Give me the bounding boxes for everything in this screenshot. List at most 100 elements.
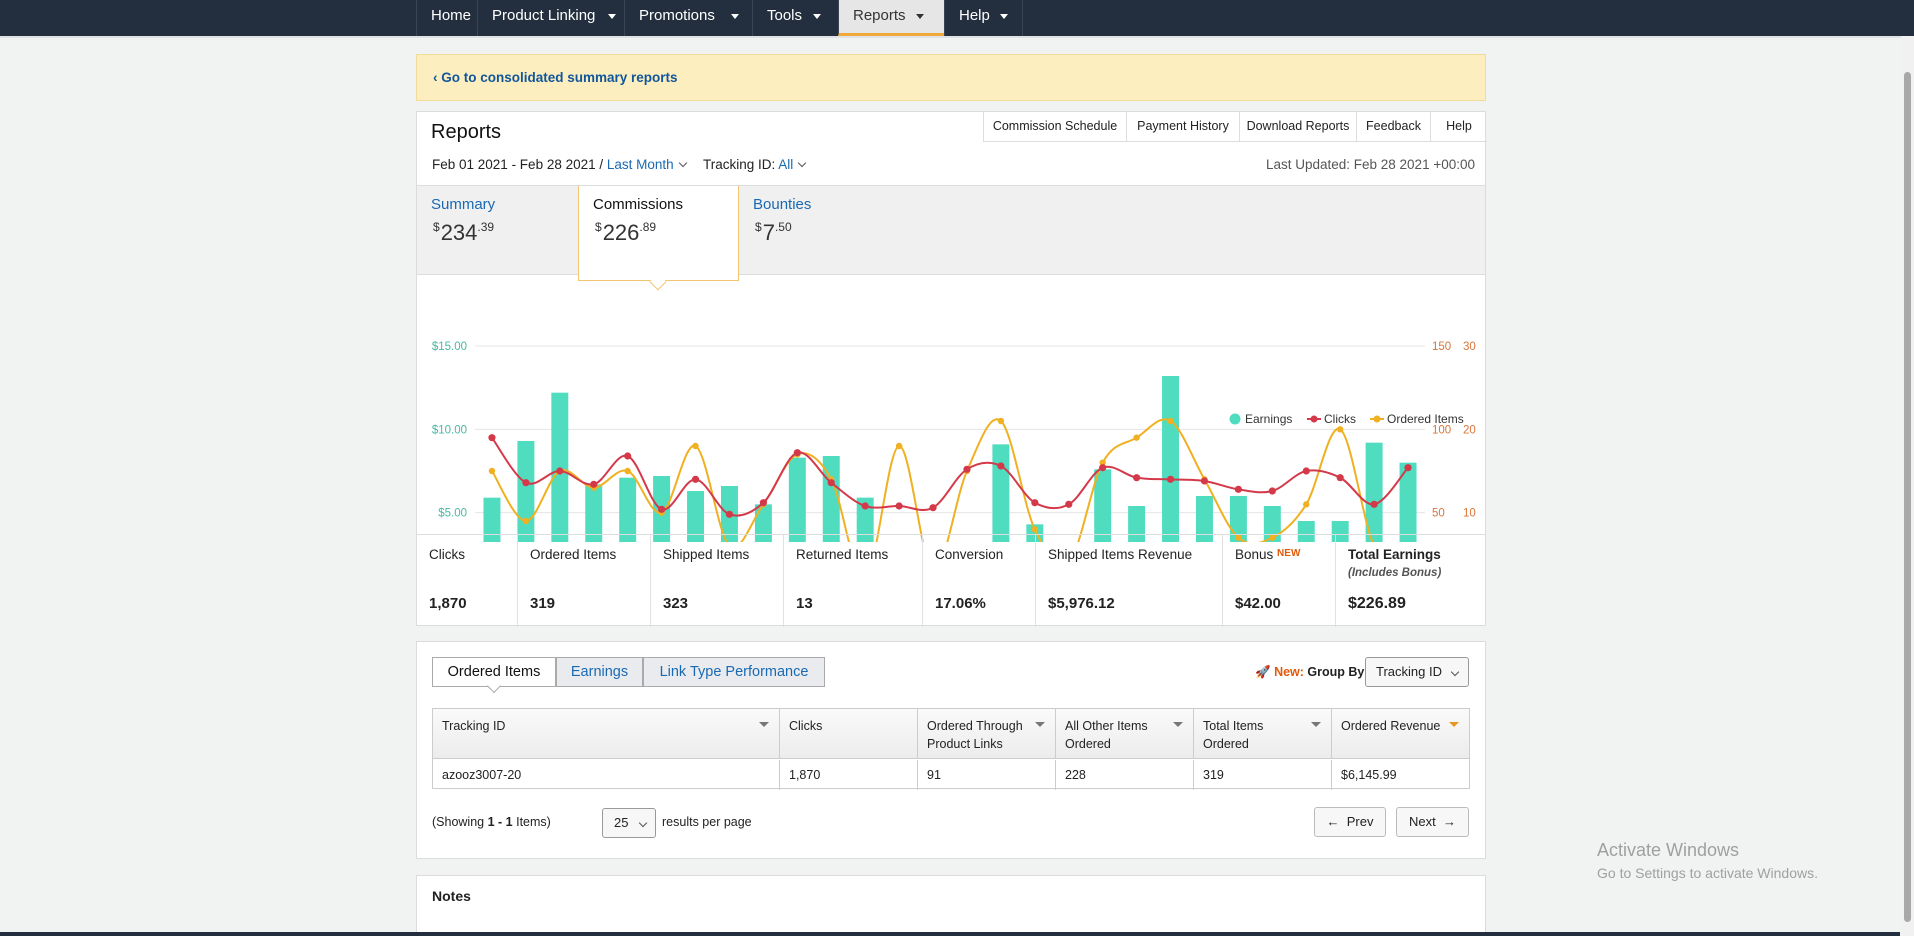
- period-label: Last Month: [606, 157, 674, 172]
- ordered-items-point: [895, 442, 903, 450]
- amount-whole: 7: [762, 220, 775, 245]
- col-ordered-through[interactable]: Ordered Through Product Links: [917, 709, 1055, 759]
- activate-windows-subtitle: Go to Settings to activate Windows.: [1597, 865, 1818, 881]
- download-reports-link[interactable]: Download Reports: [1239, 112, 1356, 142]
- showing-prefix: (Showing: [432, 815, 485, 829]
- clicks-point: [759, 499, 767, 507]
- help-link[interactable]: Help: [1430, 112, 1487, 142]
- earnings-tabs: Summary $234.39 Commissions $226.89 Boun…: [417, 185, 1485, 291]
- earnings-bar: [992, 444, 1010, 542]
- tracking-id-link[interactable]: azooz3007-20: [442, 768, 522, 782]
- tab-summary[interactable]: Summary $234.39: [417, 186, 578, 276]
- clicks-point: [1031, 499, 1039, 507]
- payment-history-link[interactable]: Payment History: [1126, 112, 1239, 142]
- clicks-point: [1268, 487, 1276, 495]
- legend-marker: [1229, 413, 1241, 425]
- clicks-point: [793, 449, 801, 457]
- legend-marker: [1373, 415, 1381, 423]
- nav-promotions[interactable]: Promotions: [624, 0, 752, 36]
- amount-cents: .50: [774, 220, 792, 234]
- nav-product-linking[interactable]: Product Linking: [477, 0, 624, 36]
- stat-shipped-revenue: Shipped Items Revenue $5,976.12: [1035, 535, 1222, 627]
- col-clicks[interactable]: Clicks: [779, 709, 917, 759]
- scrollbar-thumb[interactable]: [1904, 72, 1911, 922]
- tab-commissions[interactable]: Commissions $226.89: [578, 186, 739, 291]
- clicks-point: [691, 475, 700, 483]
- stat-label: Bonus NEW: [1235, 547, 1300, 562]
- stat-label: Returned Items: [796, 547, 889, 562]
- feedback-link[interactable]: Feedback: [1356, 112, 1430, 142]
- tab-bounties[interactable]: Bounties $7.50: [739, 186, 900, 276]
- clicks-point: [590, 480, 598, 488]
- ordered-items-point: [488, 467, 496, 475]
- tab-bounties-label: Bounties: [753, 196, 812, 213]
- y-axis-left-tick: $5.00: [438, 508, 467, 520]
- details-panel: Ordered Items Earnings Link Type Perform…: [416, 641, 1486, 859]
- tab-link-type-performance[interactable]: Link Type Performance: [643, 657, 825, 687]
- tracking-id-select[interactable]: All: [778, 157, 807, 172]
- scrollbar-track[interactable]: [1901, 36, 1914, 936]
- y-axis-clicks-tick: 100: [1432, 424, 1451, 436]
- per-page-select[interactable]: 25: [602, 808, 656, 838]
- prev-button[interactable]: ← Prev: [1314, 807, 1386, 837]
- nav-reports[interactable]: Reports: [838, 0, 944, 36]
- top-navbar: Home Product Linking Promotions Tools Re…: [0, 0, 1914, 36]
- ordered-items-point: [1235, 534, 1242, 541]
- per-page-label: results per page: [662, 815, 752, 829]
- period-select[interactable]: Last Month: [606, 157, 687, 172]
- tab-earnings[interactable]: Earnings: [556, 657, 643, 687]
- group-by-select[interactable]: Tracking ID: [1365, 657, 1469, 687]
- nav-tools[interactable]: Tools: [752, 0, 838, 36]
- stat-value: 1,870: [429, 595, 467, 612]
- earnings-bar: [585, 484, 603, 542]
- stat-total-earnings: Total Earnings (Includes Bonus) $226.89: [1335, 535, 1485, 627]
- nav-home[interactable]: Home: [416, 0, 477, 36]
- col-tracking-id[interactable]: Tracking ID: [433, 709, 779, 759]
- amount-cents: .39: [477, 220, 495, 234]
- clicks-point: [522, 479, 530, 487]
- y-axis-clicks-tick: 150: [1432, 341, 1451, 353]
- y-axis-ordered-tick: 10: [1463, 508, 1476, 520]
- chevron-down-icon: [798, 158, 807, 168]
- nav-product-linking-label: Product Linking: [492, 7, 596, 24]
- legend-label: Earnings: [1245, 412, 1292, 426]
- stat-label: Shipped Items Revenue: [1048, 547, 1193, 562]
- earnings-bar: [1094, 469, 1112, 542]
- stat-shipped-items: Shipped Items 323: [650, 535, 783, 627]
- consolidated-banner: ‹ Go to consolidated summary reports: [416, 54, 1486, 101]
- amount-cents: .89: [639, 220, 657, 234]
- clicks-point: [658, 505, 666, 513]
- chevron-down-icon: [608, 14, 616, 19]
- stat-label: Total Earnings: [1348, 547, 1441, 562]
- sort-icon: [1035, 722, 1045, 727]
- clicks-point: [1370, 500, 1378, 508]
- consolidated-reports-link[interactable]: ‹ Go to consolidated summary reports: [433, 70, 678, 85]
- clicks-point: [827, 479, 835, 487]
- col-ordered-revenue[interactable]: Ordered Revenue: [1331, 709, 1469, 759]
- notes-panel: Notes: [416, 875, 1486, 936]
- clicks-point: [1404, 464, 1412, 472]
- currency-symbol: $: [433, 220, 440, 234]
- nav-divider: [0, 36, 1914, 38]
- nav-help[interactable]: Help: [944, 0, 1023, 36]
- stat-value: $226.89: [1348, 595, 1406, 612]
- legend-label: Ordered Items: [1387, 412, 1464, 426]
- clicks-point: [997, 462, 1005, 470]
- chevron-down-icon: [731, 14, 739, 19]
- stat-value: 323: [663, 595, 689, 612]
- next-button[interactable]: Next →: [1396, 807, 1469, 837]
- nav-tools-label: Tools: [767, 7, 803, 24]
- clicks-line: [491, 437, 1409, 517]
- page-title: Reports: [431, 121, 502, 143]
- arrow-right-icon: →: [1442, 814, 1456, 829]
- ordered-items-point: [1303, 501, 1310, 508]
- col-all-other-items[interactable]: All Other Items Ordered: [1055, 709, 1193, 759]
- clicks-point: [1099, 464, 1107, 472]
- ordered-items-point: [692, 442, 699, 450]
- commission-schedule-link[interactable]: Commission Schedule: [983, 112, 1126, 142]
- col-total-items[interactable]: Total Items Ordered: [1193, 709, 1331, 759]
- clicks-point: [861, 502, 869, 510]
- prev-label: Prev: [1346, 814, 1374, 829]
- clicks-point: [895, 502, 903, 510]
